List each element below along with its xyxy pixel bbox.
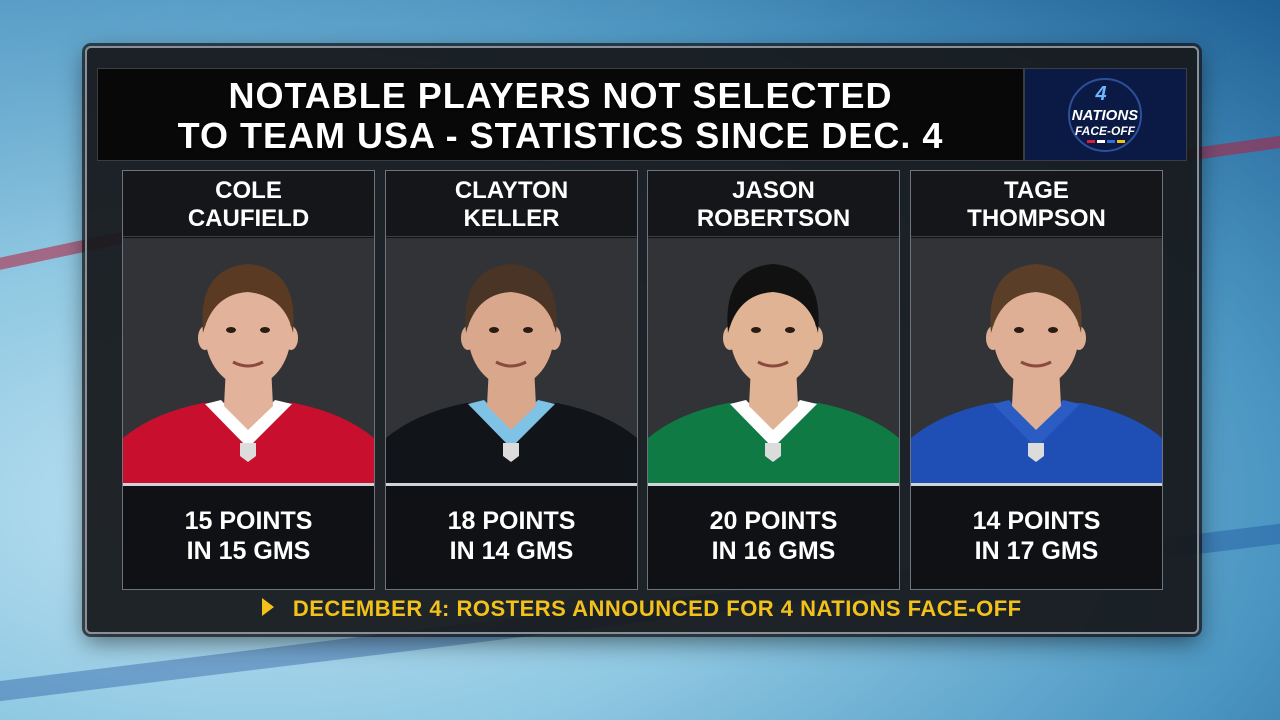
player-stats: 14 POINTS IN 17 GMS bbox=[911, 486, 1162, 589]
player-card-keller: CLAYTON KELLER 18 POINTS IN 14 GMS bbox=[385, 170, 638, 590]
points-stat: 15 POINTS bbox=[184, 507, 313, 535]
face bbox=[730, 279, 816, 387]
face bbox=[468, 279, 554, 387]
logo-numeral: 4 bbox=[1094, 83, 1106, 105]
games-stat: IN 15 GMS bbox=[186, 537, 311, 565]
player-headshot bbox=[911, 238, 1162, 486]
player-headshot bbox=[386, 238, 637, 486]
face bbox=[993, 279, 1079, 387]
league-shield-icon bbox=[765, 443, 781, 462]
logo-text-2: FACE-OFF bbox=[1075, 124, 1136, 138]
ear bbox=[1072, 326, 1086, 350]
ear bbox=[723, 326, 737, 350]
eye bbox=[260, 327, 270, 333]
player-stats: 18 POINTS IN 14 GMS bbox=[386, 486, 637, 589]
games-stat: IN 14 GMS bbox=[449, 537, 574, 565]
ear bbox=[809, 326, 823, 350]
ear bbox=[986, 326, 1000, 350]
hair bbox=[727, 264, 819, 333]
title-line-1: NOTABLE PLAYERS NOT SELECTED bbox=[228, 75, 893, 116]
player-card-caufield: COLE CAUFIELD 15 POINTS IN 15 GMS bbox=[122, 170, 375, 590]
mouth bbox=[495, 360, 527, 368]
ear bbox=[198, 326, 212, 350]
ear bbox=[547, 326, 561, 350]
player-first-name: CLAYTON bbox=[454, 177, 569, 204]
ear bbox=[461, 326, 475, 350]
play-arrow-icon bbox=[262, 598, 275, 616]
games-stat: IN 16 GMS bbox=[711, 537, 836, 565]
player-name: CLAYTON KELLER bbox=[386, 171, 637, 237]
player-name: COLE CAUFIELD bbox=[123, 171, 374, 237]
hair bbox=[465, 264, 557, 333]
hair bbox=[202, 264, 294, 333]
points-stat: 18 POINTS bbox=[447, 507, 576, 535]
mouth bbox=[232, 360, 264, 368]
logo-graphic: 4 NATIONS FACE-OFF bbox=[1068, 78, 1142, 152]
player-last-name: CAUFIELD bbox=[187, 205, 310, 232]
player-headshot bbox=[123, 238, 374, 486]
jersey-collar bbox=[468, 400, 555, 448]
player-card-robertson: JASON ROBERTSON 20 POINTS IN 16 GMS bbox=[647, 170, 900, 590]
league-shield-icon bbox=[1028, 443, 1044, 462]
player-last-name: ROBERTSON bbox=[696, 205, 851, 232]
jersey-collar bbox=[205, 400, 292, 448]
title-banner: NOTABLE PLAYERS NOT SELECTED TO TEAM USA… bbox=[97, 68, 1024, 161]
player-stats: 20 POINTS IN 16 GMS bbox=[648, 486, 899, 589]
eye bbox=[523, 327, 533, 333]
player-headshot bbox=[648, 238, 899, 486]
player-name: JASON ROBERTSON bbox=[648, 171, 899, 237]
eye bbox=[226, 327, 236, 333]
hair bbox=[990, 264, 1082, 333]
player-last-name: KELLER bbox=[463, 205, 560, 232]
eye bbox=[489, 327, 499, 333]
player-last-name: THOMPSON bbox=[967, 205, 1106, 232]
player-name: TAGE THOMPSON bbox=[911, 171, 1162, 237]
jersey-collar bbox=[993, 400, 1080, 448]
player-stats: 15 POINTS IN 15 GMS bbox=[123, 486, 374, 589]
four-nations-logo: 4 NATIONS FACE-OFF bbox=[1024, 68, 1187, 161]
eye bbox=[785, 327, 795, 333]
player-first-name: TAGE bbox=[1004, 177, 1069, 204]
title-line-2: TO TEAM USA - STATISTICS SINCE DEC. 4 bbox=[177, 115, 944, 156]
player-first-name: COLE bbox=[215, 177, 282, 204]
player-card-thompson: TAGE THOMPSON 14 POINTS IN 17 GMS bbox=[910, 170, 1163, 590]
league-shield-icon bbox=[240, 443, 256, 462]
points-stat: 20 POINTS bbox=[709, 507, 838, 535]
league-shield-icon bbox=[503, 443, 519, 462]
logo-text-1: NATIONS bbox=[1072, 107, 1138, 124]
jersey-collar bbox=[730, 400, 817, 448]
mouth bbox=[757, 360, 789, 368]
player-first-name: JASON bbox=[732, 177, 815, 204]
face bbox=[205, 279, 291, 387]
mouth bbox=[1020, 360, 1052, 368]
points-stat: 14 POINTS bbox=[972, 507, 1101, 535]
eye bbox=[1014, 327, 1024, 333]
ear bbox=[284, 326, 298, 350]
ticker-text: DECEMBER 4: ROSTERS ANNOUNCED FOR 4 NATI… bbox=[292, 596, 1022, 621]
bottom-ticker: DECEMBER 4: ROSTERS ANNOUNCED FOR 4 NATI… bbox=[87, 596, 1197, 626]
games-stat: IN 17 GMS bbox=[974, 537, 1099, 565]
stats-board: NOTABLE PLAYERS NOT SELECTED TO TEAM USA… bbox=[85, 46, 1199, 634]
eye bbox=[751, 327, 761, 333]
eye bbox=[1048, 327, 1058, 333]
